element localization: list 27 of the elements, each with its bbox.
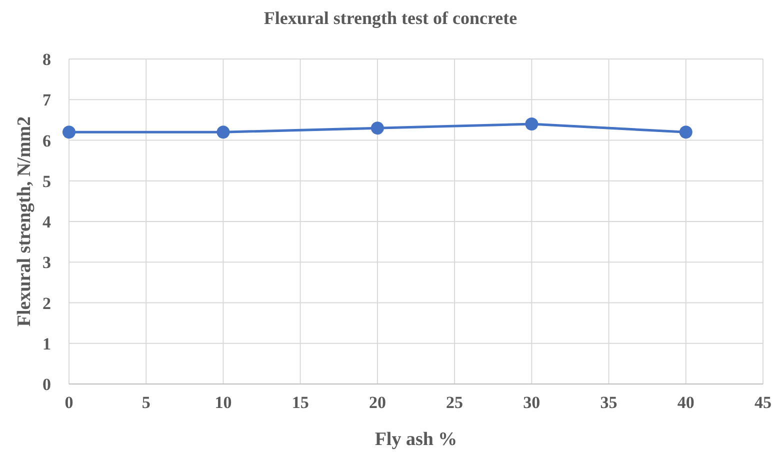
x-axis-title: Fly ash % xyxy=(374,429,458,450)
point xyxy=(679,126,692,139)
y-tick-label: 8 xyxy=(42,50,51,69)
y-tick-label: 4 xyxy=(42,212,52,232)
x-tick-label: 20 xyxy=(368,393,386,412)
x-tick-label: 45 xyxy=(754,393,772,412)
x-tick-label: 25 xyxy=(446,393,464,412)
x-tick-label: 35 xyxy=(600,393,618,412)
point xyxy=(62,126,76,139)
y-tick-label: 6 xyxy=(42,131,51,150)
chart-title: Flexural strength test of concrete xyxy=(264,8,518,28)
x-tick-label: 5 xyxy=(142,393,150,412)
point xyxy=(216,126,230,139)
y-tick-label: 5 xyxy=(42,172,51,191)
x-tick-label: 30 xyxy=(523,393,540,412)
x-tick-label: 15 xyxy=(292,393,309,412)
y-tick-label: 7 xyxy=(42,90,52,110)
y-tick-label: 3 xyxy=(42,253,51,272)
y-axis-title: Flexural strength, N/mm2 xyxy=(14,116,35,327)
y-tick-label: 2 xyxy=(42,294,51,313)
point xyxy=(525,118,538,130)
y-tick-label: 1 xyxy=(42,334,51,354)
x-tick-label: 40 xyxy=(677,393,694,412)
point xyxy=(370,122,384,135)
y-tick-label: 0 xyxy=(42,375,51,394)
x-tick-label: 10 xyxy=(214,393,232,412)
x-tick-label: 0 xyxy=(64,393,74,412)
